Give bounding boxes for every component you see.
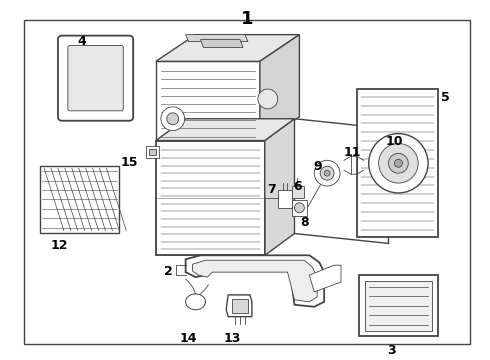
- Circle shape: [379, 144, 418, 183]
- Polygon shape: [292, 186, 304, 198]
- Polygon shape: [265, 119, 294, 255]
- FancyBboxPatch shape: [68, 45, 123, 111]
- Text: 10: 10: [386, 135, 403, 148]
- Text: 9: 9: [313, 160, 321, 173]
- Text: 1: 1: [241, 10, 253, 28]
- Polygon shape: [357, 89, 438, 238]
- Polygon shape: [309, 265, 341, 292]
- Polygon shape: [292, 200, 307, 216]
- Text: 12: 12: [50, 239, 68, 252]
- Circle shape: [320, 166, 334, 180]
- Polygon shape: [186, 255, 324, 307]
- Polygon shape: [359, 275, 438, 337]
- Text: 2: 2: [165, 265, 173, 278]
- Text: 5: 5: [441, 91, 449, 104]
- Polygon shape: [193, 260, 317, 302]
- Circle shape: [324, 170, 330, 176]
- Text: 6: 6: [293, 180, 302, 193]
- Text: 13: 13: [223, 332, 241, 345]
- Polygon shape: [200, 40, 243, 48]
- Polygon shape: [156, 61, 260, 144]
- Polygon shape: [226, 295, 252, 317]
- Polygon shape: [149, 149, 156, 156]
- Circle shape: [258, 89, 278, 109]
- Polygon shape: [156, 119, 294, 140]
- Polygon shape: [365, 281, 432, 330]
- Polygon shape: [186, 35, 248, 41]
- Circle shape: [294, 203, 304, 213]
- Circle shape: [389, 153, 408, 173]
- Polygon shape: [278, 190, 292, 208]
- Text: 14: 14: [180, 332, 197, 345]
- Polygon shape: [232, 299, 248, 313]
- Polygon shape: [156, 35, 299, 61]
- Text: 7: 7: [268, 183, 276, 196]
- Polygon shape: [260, 35, 299, 144]
- Text: 11: 11: [343, 147, 361, 159]
- Text: 4: 4: [77, 35, 86, 48]
- Polygon shape: [146, 147, 159, 158]
- Text: 15: 15: [121, 156, 138, 169]
- Polygon shape: [156, 140, 265, 255]
- FancyBboxPatch shape: [58, 36, 133, 121]
- Circle shape: [161, 107, 185, 131]
- Polygon shape: [40, 166, 120, 233]
- Circle shape: [368, 134, 428, 193]
- Circle shape: [314, 160, 340, 186]
- Circle shape: [167, 113, 179, 125]
- Circle shape: [394, 159, 402, 167]
- Text: 3: 3: [387, 345, 396, 357]
- Text: 8: 8: [300, 216, 309, 229]
